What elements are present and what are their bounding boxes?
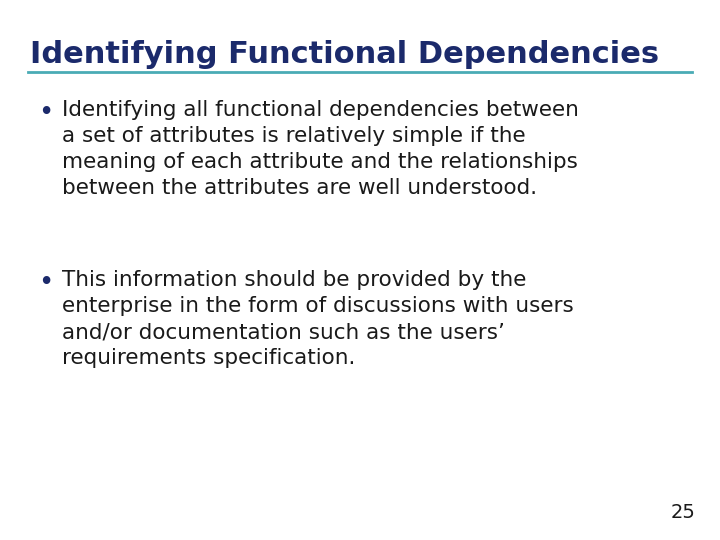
Text: between the attributes are well understood.: between the attributes are well understo…	[62, 178, 537, 198]
Text: This information should be provided by the: This information should be provided by t…	[62, 270, 526, 290]
Text: and/or documentation such as the users’: and/or documentation such as the users’	[62, 322, 505, 342]
Text: a set of attributes is relatively simple if the: a set of attributes is relatively simple…	[62, 126, 526, 146]
Text: Identifying all functional dependencies between: Identifying all functional dependencies …	[62, 100, 579, 120]
Text: •: •	[38, 270, 53, 296]
Text: •: •	[38, 100, 53, 126]
Text: 25: 25	[670, 503, 695, 522]
Text: meaning of each attribute and the relationships: meaning of each attribute and the relati…	[62, 152, 578, 172]
Text: Identifying Functional Dependencies: Identifying Functional Dependencies	[30, 40, 659, 69]
Text: enterprise in the form of discussions with users: enterprise in the form of discussions wi…	[62, 296, 574, 316]
Text: requirements specification.: requirements specification.	[62, 348, 356, 368]
